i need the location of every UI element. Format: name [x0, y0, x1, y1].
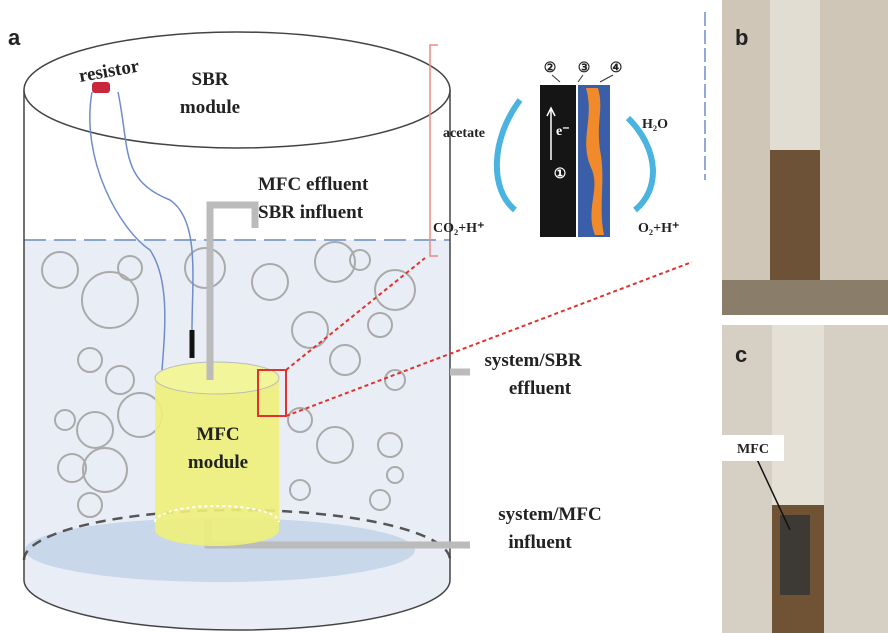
acetate-label: acetate	[443, 126, 485, 141]
system-mfc-label: influent	[508, 532, 572, 553]
co2-label: CO₂+H⁺	[433, 221, 484, 236]
leader	[552, 75, 560, 82]
mfc-label: MFC	[196, 424, 239, 445]
inset-number: ②	[544, 61, 557, 76]
system-sbr-label: effluent	[509, 378, 572, 399]
leader	[578, 75, 583, 82]
electron: e⁻	[556, 124, 570, 139]
leader	[600, 75, 613, 82]
photo-mfc	[780, 515, 810, 595]
photo-floor	[722, 280, 888, 315]
figure: a b c resistor SBR module MFC effluent S…	[0, 0, 888, 633]
top	[24, 32, 450, 148]
panel-label: c	[735, 342, 747, 367]
anode	[540, 85, 576, 237]
sbr-label: module	[180, 97, 240, 118]
system-sbr-label: system/SBR	[484, 350, 581, 371]
mfc-effluent-label: SBR influent	[258, 202, 364, 223]
inset-number: ①	[554, 167, 567, 182]
system-mfc-label: system/MFC	[498, 504, 601, 525]
panel-label: b	[735, 25, 748, 50]
photo-label: MFC	[737, 442, 769, 457]
sbr-label: SBR	[192, 69, 229, 90]
mfc-effluent-label: MFC effluent	[258, 174, 369, 195]
panel-label: a	[8, 25, 21, 50]
flow-arrow	[497, 100, 520, 210]
h2o-label: H₂O	[642, 117, 668, 132]
mfc-label: module	[188, 452, 248, 473]
o2-label: O₂+H⁺	[638, 221, 679, 236]
inset-number: ④	[610, 61, 623, 76]
inset-number: ③	[578, 61, 591, 76]
mfc-top	[155, 362, 279, 394]
